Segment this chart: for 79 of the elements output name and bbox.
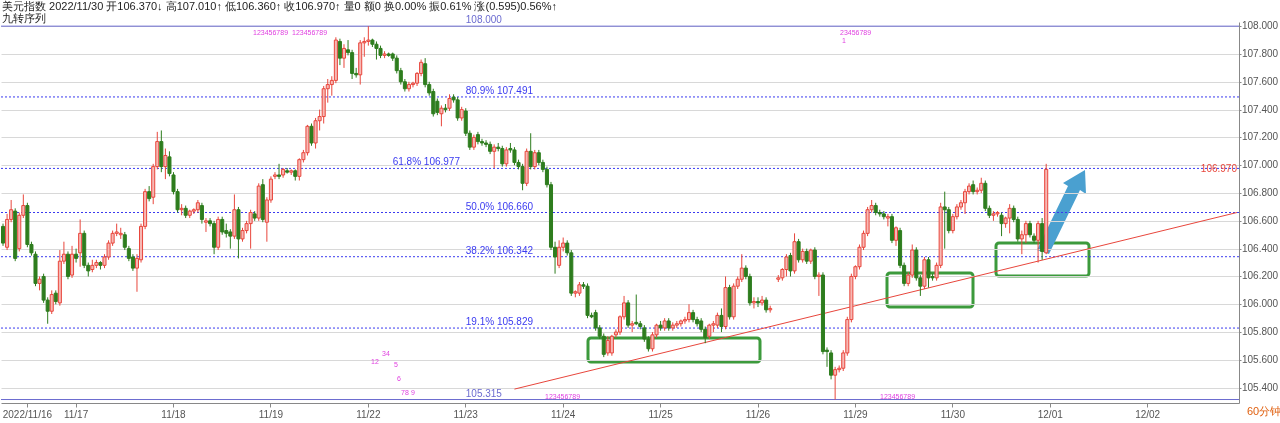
ref-line-label: 38.2% 106.342 <box>465 244 534 256</box>
candlestick <box>337 38 342 66</box>
candlestick <box>889 213 894 244</box>
y-tick-label: 106.200 <box>1242 270 1279 282</box>
candlestick <box>532 149 537 170</box>
candlestick <box>512 146 517 166</box>
candlestick <box>70 245 75 279</box>
x-tick-label: 11/18 <box>161 408 187 420</box>
annotation: 106.970 <box>1200 163 1238 175</box>
candlestick <box>74 248 79 264</box>
y-tick-label: 106.400 <box>1242 242 1279 254</box>
candlestick <box>455 96 460 122</box>
y-tick-label: 105.800 <box>1242 326 1279 338</box>
x-tick-label: 11/17 <box>63 408 89 420</box>
candlestick <box>228 228 233 250</box>
candlestick <box>341 43 347 69</box>
ref-line-label: 80.9% 107.491 <box>465 84 534 96</box>
y-tick-label: 107.000 <box>1242 159 1279 171</box>
candlestick <box>829 349 834 380</box>
candlestick <box>942 191 947 250</box>
ref-line-label: 19.1% 105.829 <box>465 316 534 328</box>
candlestick <box>784 253 789 277</box>
candlestick <box>1023 220 1028 244</box>
ref-line-label: 61.8% 106.977 <box>392 156 461 168</box>
candlestick <box>926 256 931 289</box>
y-tick-label: 106.800 <box>1242 187 1279 199</box>
x-tick-label: 11/29 <box>843 408 868 420</box>
candlestick <box>500 145 505 168</box>
y-tick-label: 107.600 <box>1242 75 1279 87</box>
x-tick-label: 11/26 <box>745 408 771 420</box>
y-tick-label: 107.800 <box>1242 47 1279 59</box>
x-tick-label: 11/30 <box>940 408 966 420</box>
candlestick <box>203 217 208 233</box>
x-tick-label: 11/24 <box>551 408 576 420</box>
candlestick <box>1 223 6 247</box>
candlestick <box>885 213 890 227</box>
y-tick-label: 106.600 <box>1242 214 1279 226</box>
candlestick <box>796 238 801 264</box>
ref-line-label: 108.000 <box>465 14 503 26</box>
candlestick <box>893 225 899 247</box>
candlestick <box>199 202 204 225</box>
candlestick <box>1036 220 1041 264</box>
y-tick-label: 106.000 <box>1242 298 1279 310</box>
y-tick-label: 107.400 <box>1242 103 1279 115</box>
x-tick-label: 11/22 <box>356 408 381 420</box>
x-tick-label: 11/19 <box>258 408 284 420</box>
x-tick-label: 11/23 <box>453 408 479 420</box>
candlestick <box>739 253 744 283</box>
candlestick <box>719 307 724 333</box>
x-tick-label: 12/01 <box>1037 408 1064 420</box>
x-tick-label: 2022/11/16 <box>2 408 53 420</box>
candlestick <box>605 335 610 357</box>
candlestick <box>520 163 525 191</box>
candlestick <box>220 216 225 236</box>
candlestick <box>626 299 631 329</box>
candlestick <box>309 123 314 147</box>
y-tick-label: 108.000 <box>1242 20 1279 32</box>
chart-subtitle: 九转序列 <box>2 12 46 24</box>
candlestick <box>212 220 217 255</box>
x-tick-label: 11/25 <box>648 408 674 420</box>
candlestick <box>65 250 70 280</box>
candlestick <box>755 296 761 308</box>
candlestick <box>49 289 54 315</box>
candlestick <box>788 252 793 277</box>
candlestick <box>760 295 765 307</box>
y-tick-label: 105.600 <box>1242 353 1279 365</box>
candlestick <box>816 271 821 297</box>
candlestick <box>946 206 951 234</box>
chart-title: 美元指数 2022/11/30 开106.370↓ 高107.010↑ 低106.360↑ 收106.970↑ 量0 额0 换0.00% 振0.61% 涨(0.595)0.56%↑ <box>2 0 558 12</box>
x-tick-label: 12/02 <box>1135 408 1161 420</box>
candlestick <box>528 132 533 170</box>
ref-line-label: 105.315 <box>465 387 503 399</box>
candlestick <box>504 146 509 168</box>
y-tick-label: 107.200 <box>1242 131 1279 143</box>
text: 60分钟 <box>1247 405 1280 417</box>
y-tick-label: 105.400 <box>1242 381 1279 393</box>
candlestick <box>751 296 756 309</box>
candlestick <box>406 81 411 93</box>
ref-line-label: 50.0% 106.660 <box>465 200 534 212</box>
